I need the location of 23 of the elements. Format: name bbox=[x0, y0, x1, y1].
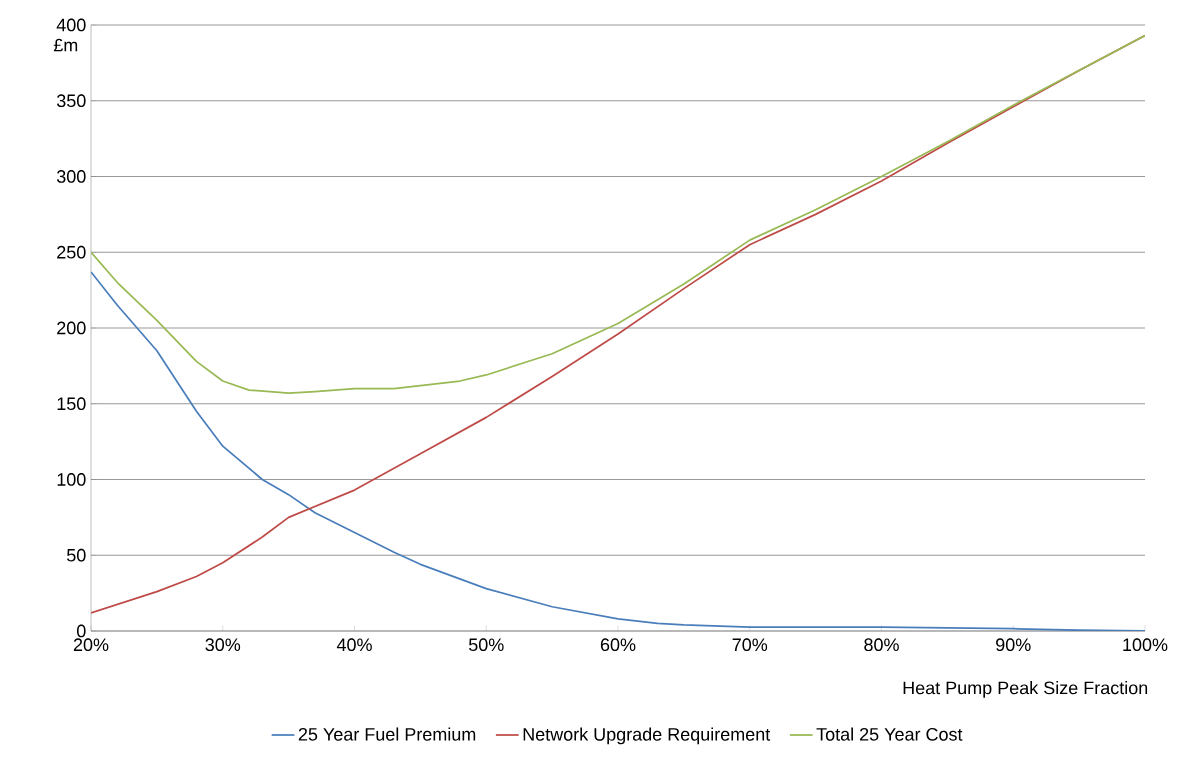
y-tick-label: 300 bbox=[56, 170, 86, 183]
x-axis-title: Heat Pump Peak Size Fraction bbox=[903, 681, 1148, 698]
x-tick-label: 90% bbox=[996, 638, 1031, 652]
x-tick-label: 20% bbox=[73, 638, 109, 652]
legend-label: 25 Year Fuel Premium bbox=[298, 727, 476, 741]
x-tick-label: 30% bbox=[205, 638, 241, 652]
x-tick-label: 100% bbox=[1123, 638, 1168, 652]
y-tick-label: 250 bbox=[57, 245, 86, 259]
x-tick-label: 80% bbox=[864, 638, 899, 652]
y-tick-label: 350 bbox=[56, 94, 86, 108]
y-tick-label: 0 bbox=[77, 624, 86, 638]
y-axis-title: £m bbox=[53, 38, 78, 52]
legend-label: Network Upgrade Requirement bbox=[523, 727, 771, 745]
y-tick-label: 50 bbox=[66, 548, 86, 562]
y-tick-label: 100 bbox=[57, 473, 86, 486]
x-tick-label: 40% bbox=[336, 638, 372, 652]
legend-label: Total 25 Year Cost bbox=[816, 727, 963, 741]
y-tick-label: 150 bbox=[57, 397, 86, 411]
x-tick-label: 60% bbox=[600, 638, 636, 652]
y-tick-label: 200 bbox=[57, 321, 86, 335]
y-tick-label: 400 bbox=[56, 18, 86, 32]
x-tick-label: 50% bbox=[468, 638, 504, 652]
x-tick-label: 70% bbox=[732, 638, 768, 652]
